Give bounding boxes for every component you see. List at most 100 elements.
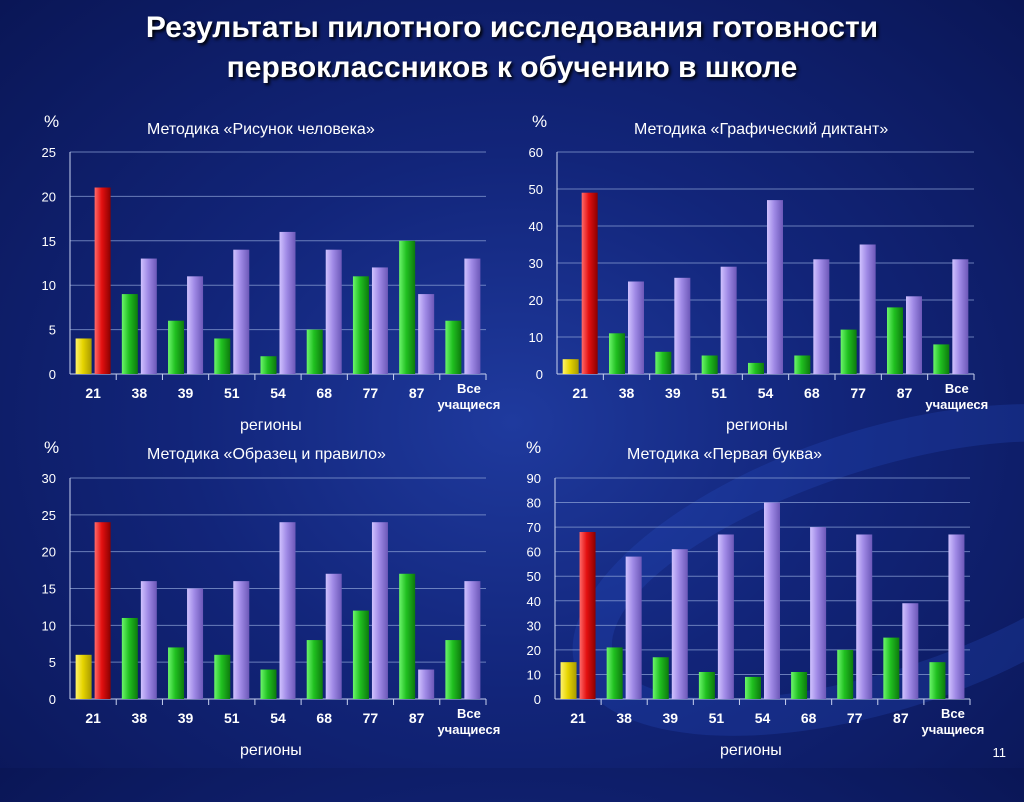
bar-series-2-87 <box>906 296 922 374</box>
chart-panel-4: % Методика «Первая буква» 0 10 20 30 40 50 60 7… <box>512 436 1024 766</box>
chart-title: Методика «Рисунок человека» <box>147 121 375 138</box>
x-axis-label: регионы <box>240 742 302 759</box>
bar-series-2-51 <box>720 266 737 374</box>
x-tick-label: 68 <box>804 385 820 401</box>
bar-series-1-68 <box>306 640 323 699</box>
x-tick-label: 87 <box>897 385 913 401</box>
x-tick-label: 77 <box>850 385 866 401</box>
x-axis-label: регионы <box>720 742 782 759</box>
bar-series-1-21 <box>75 654 92 699</box>
x-tick-label: 39 <box>665 385 681 401</box>
y-tick-label: 80 <box>527 496 541 511</box>
x-tick-label: 51 <box>709 710 725 726</box>
bar-series-1-21 <box>75 338 92 374</box>
y-tick-label: 25 <box>42 508 56 523</box>
bar-series-1-87 <box>887 307 903 374</box>
x-tick-label: 39 <box>178 710 194 726</box>
bar-series-2-77 <box>371 522 388 699</box>
y-unit-label: % <box>526 438 542 457</box>
x-tick-label: 38 <box>616 710 632 726</box>
bar-series-2-51 <box>233 249 250 374</box>
x-tick-label: Все учащиеся <box>437 381 500 412</box>
bar-series-2-54 <box>279 231 296 374</box>
y-tick-label: 20 <box>42 189 56 204</box>
x-tick-label: 39 <box>662 710 678 726</box>
bar-series-1-68 <box>794 355 811 374</box>
bar-series-1-51 <box>214 654 231 699</box>
bar-series-2-39 <box>187 588 204 699</box>
bar-series-2-39 <box>674 277 691 374</box>
y-tick-label: 10 <box>42 618 56 633</box>
y-tick-label: 10 <box>529 330 543 345</box>
bar-series-2-54 <box>279 522 296 699</box>
bar-series-2-68 <box>810 527 827 699</box>
bar-series-1-39 <box>652 657 669 699</box>
bar-series-2-21 <box>94 522 111 699</box>
bar-series-1-77 <box>837 649 854 699</box>
bar-series-1-87 <box>399 240 416 374</box>
bar-series-1-54 <box>748 362 764 374</box>
x-tick-label: 68 <box>316 710 332 726</box>
bar-series-1-77 <box>840 329 857 374</box>
y-tick-label: 30 <box>529 256 543 271</box>
bar-series-1-68 <box>791 671 808 699</box>
bar-series-1-38 <box>609 333 625 374</box>
bar-series-2-77 <box>859 244 876 374</box>
y-unit-label: % <box>532 112 548 131</box>
y-tick-label: 0 <box>49 367 56 382</box>
bar-series-2-38 <box>628 281 644 374</box>
bar-series-2-77 <box>856 534 873 699</box>
bar-series-2-Все учащиеся <box>952 259 969 374</box>
y-tick-label: 0 <box>534 692 541 707</box>
chart-svg: 0 5 10 15 20 25 30 21 38 39 51 54 68 77 87 Все учащиеся <box>42 471 501 737</box>
bar-series-1-38 <box>121 294 138 374</box>
chart-svg: 0 10 20 30 40 50 60 70 80 90 21 38 39 51 54 68 77 87 Все уч… <box>527 471 985 737</box>
x-tick-label: 68 <box>316 385 332 401</box>
x-tick-label: 54 <box>270 385 286 401</box>
bar-series-1-77 <box>352 276 369 374</box>
chart-panel-2: % Методика «Графический диктант» 0 10 20 30… <box>512 108 1024 438</box>
x-tick-label: 87 <box>893 710 909 726</box>
y-tick-label: 15 <box>42 234 56 249</box>
x-tick-label: 54 <box>758 385 774 401</box>
y-tick-label: 50 <box>529 182 543 197</box>
y-tick-label: 15 <box>42 582 56 597</box>
y-tick-label: 20 <box>529 293 543 308</box>
bar-series-1-87 <box>883 637 900 699</box>
x-tick-label: 21 <box>85 710 101 726</box>
page-number: 11 <box>992 745 1007 760</box>
y-unit-label: % <box>44 112 60 131</box>
x-tick-label: 39 <box>178 385 194 401</box>
bar-series-1-51 <box>214 338 231 374</box>
bar-series-1-38 <box>606 647 623 699</box>
bar-series-1-39 <box>655 351 672 374</box>
x-tick-label: Все учащиеся <box>437 706 500 737</box>
bar-series-1-39 <box>168 320 185 374</box>
bar-series-1-Все учащиеся <box>445 320 462 374</box>
bar-series-2-68 <box>813 259 830 374</box>
chart-panel-1: % Методика «Рисунок человека» 0 5 10 15 20 25… <box>0 108 512 438</box>
x-tick-label: 77 <box>847 710 863 726</box>
bar-series-1-Все учащиеся <box>929 662 946 699</box>
bar-series-1-51 <box>698 671 715 699</box>
bar-series-1-68 <box>306 329 323 374</box>
chart-svg: 0 10 20 30 40 50 60 21 38 39 51 54 68 77 87 Все учащиеся <box>529 145 989 412</box>
y-tick-label: 25 <box>42 145 56 160</box>
x-tick-label: 87 <box>409 710 425 726</box>
bar-series-2-68 <box>325 573 342 699</box>
bar-series-2-Все учащиеся <box>464 258 481 374</box>
bar-series-2-21 <box>581 192 598 374</box>
bar-series-1-Все учащиеся <box>933 344 950 374</box>
x-tick-label: 51 <box>224 710 240 726</box>
bar-series-2-87 <box>902 603 919 699</box>
slide-title-line1: Результаты пилотного исследования готовн… <box>145 11 879 44</box>
y-tick-label: 10 <box>42 278 56 293</box>
chart-panel-3: % Методика «Образец и правило» 0 5 10 15 20 2… <box>0 436 512 766</box>
x-axis-label: регионы <box>726 417 788 434</box>
y-tick-label: 60 <box>529 145 543 160</box>
y-tick-label: 70 <box>527 520 541 535</box>
y-unit-label: % <box>44 438 60 457</box>
bar-series-1-51 <box>701 355 718 374</box>
x-axis-label: регионы <box>240 417 302 434</box>
chart-title: Методика «Первая буква» <box>627 446 822 463</box>
